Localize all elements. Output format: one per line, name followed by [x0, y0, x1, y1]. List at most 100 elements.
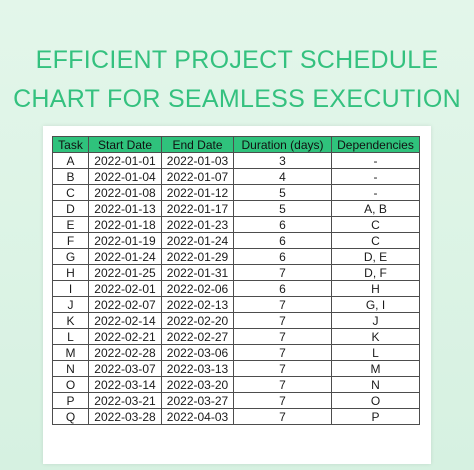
dependencies-cell: P: [331, 408, 420, 425]
start-date-cell: 2022-01-18: [88, 216, 162, 233]
duration-cell: 6: [233, 280, 332, 297]
end-date-cell: 2022-04-03: [161, 408, 234, 425]
header-end-date: End Date: [161, 136, 234, 153]
task-cell: F: [52, 232, 89, 249]
start-date-cell: 2022-01-13: [88, 200, 162, 217]
table-row: F 2022-01-19 2022-01-24 6 C: [52, 232, 420, 249]
start-date-cell: 2022-03-21: [88, 392, 162, 409]
end-date-cell: 2022-02-20: [161, 312, 234, 329]
dependencies-cell: -: [331, 168, 420, 185]
table-row: K 2022-02-14 2022-02-20 7 J: [52, 312, 420, 329]
dependencies-cell: A, B: [331, 200, 420, 217]
dependencies-cell: L: [331, 344, 420, 361]
dependencies-cell: M: [331, 360, 420, 377]
end-date-cell: 2022-03-20: [161, 376, 234, 393]
start-date-cell: 2022-03-07: [88, 360, 162, 377]
start-date-cell: 2022-02-28: [88, 344, 162, 361]
end-date-cell: 2022-02-27: [161, 328, 234, 345]
end-date-cell: 2022-01-07: [161, 168, 234, 185]
duration-cell: 7: [233, 328, 332, 345]
start-date-cell: 2022-01-08: [88, 184, 162, 201]
end-date-cell: 2022-01-17: [161, 200, 234, 217]
table-row: N 2022-03-07 2022-03-13 7 M: [52, 360, 420, 377]
table-header-row: Task Start Date End Date Duration (days)…: [52, 136, 420, 153]
start-date-cell: 2022-02-07: [88, 296, 162, 313]
table-row: B 2022-01-04 2022-01-07 4-: [52, 168, 420, 185]
header-duration: Duration (days): [233, 136, 332, 153]
start-date-cell: 2022-01-04: [88, 168, 162, 185]
start-date-cell: 2022-03-14: [88, 376, 162, 393]
start-date-cell: 2022-01-19: [88, 232, 162, 249]
table-row: P 2022-03-21 2022-03-27 7 O: [52, 392, 420, 409]
table-row: O 2022-03-14 2022-03-20 7 N: [52, 376, 420, 393]
task-cell: G: [52, 248, 89, 265]
duration-cell: 7: [233, 296, 332, 313]
end-date-cell: 2022-02-13: [161, 296, 234, 313]
table-row: A 2022-01-01 2022-01-03 3-: [52, 152, 420, 169]
duration-cell: 7: [233, 344, 332, 361]
table-row: J 2022-02-07 2022-02-13 7 G, I: [52, 296, 420, 313]
task-cell: M: [52, 344, 89, 361]
task-cell: A: [52, 152, 89, 169]
dependencies-cell: C: [331, 232, 420, 249]
duration-cell: 7: [233, 264, 332, 281]
end-date-cell: 2022-03-13: [161, 360, 234, 377]
dependencies-cell: -: [331, 184, 420, 201]
table-body: A 2022-01-01 2022-01-03 3- B 2022-01-04 2022-0…: [52, 152, 420, 425]
end-date-cell: 2022-03-27: [161, 392, 234, 409]
header-dependencies: Dependencies: [331, 136, 420, 153]
duration-cell: 6: [233, 248, 332, 265]
page-title-line-2: CHART FOR SEAMLESS EXECUTION: [13, 85, 461, 113]
table-row: C 2022-01-08 2022-01-12 5-: [52, 184, 420, 201]
start-date-cell: 2022-01-24: [88, 248, 162, 265]
dependencies-cell: K: [331, 328, 420, 345]
task-cell: I: [52, 280, 89, 297]
end-date-cell: 2022-01-29: [161, 248, 234, 265]
end-date-cell: 2022-01-23: [161, 216, 234, 233]
header-task: Task: [52, 136, 89, 153]
dependencies-cell: H: [331, 280, 420, 297]
dependencies-cell: O: [331, 392, 420, 409]
schedule-sheet: Task Start Date End Date Duration (days)…: [43, 126, 431, 464]
dependencies-cell: N: [331, 376, 420, 393]
duration-cell: 7: [233, 312, 332, 329]
duration-cell: 7: [233, 408, 332, 425]
task-cell: N: [52, 360, 89, 377]
table-row: M 2022-02-28 2022-03-06 7 L: [52, 344, 420, 361]
duration-cell: 6: [233, 216, 332, 233]
task-cell: J: [52, 296, 89, 313]
duration-cell: 5: [233, 200, 332, 217]
task-cell: E: [52, 216, 89, 233]
duration-cell: 3: [233, 152, 332, 169]
duration-cell: 5: [233, 184, 332, 201]
end-date-cell: 2022-02-06: [161, 280, 234, 297]
task-cell: B: [52, 168, 89, 185]
dependencies-cell: D, F: [331, 264, 420, 281]
page-title-line-1: EFFICIENT PROJECT SCHEDULE: [35, 46, 439, 74]
dependencies-cell: D, E: [331, 248, 420, 265]
task-cell: C: [52, 184, 89, 201]
table-row: H 2022-01-25 2022-01-31 7 D, F: [52, 264, 420, 281]
schedule-table: Task Start Date End Date Duration (days)…: [52, 136, 420, 425]
header-start-date: Start Date: [88, 136, 162, 153]
table-row: G 2022-01-24 2022-01-29 6 D, E: [52, 248, 420, 265]
task-cell: Q: [52, 408, 89, 425]
duration-cell: 7: [233, 376, 332, 393]
end-date-cell: 2022-01-31: [161, 264, 234, 281]
dependencies-cell: J: [331, 312, 420, 329]
dependencies-cell: -: [331, 152, 420, 169]
duration-cell: 7: [233, 392, 332, 409]
start-date-cell: 2022-02-21: [88, 328, 162, 345]
task-cell: H: [52, 264, 89, 281]
start-date-cell: 2022-01-25: [88, 264, 162, 281]
start-date-cell: 2022-01-01: [88, 152, 162, 169]
table-row: E 2022-01-18 2022-01-23 6 C: [52, 216, 420, 233]
table-row: L 2022-02-21 2022-02-27 7 K: [52, 328, 420, 345]
task-cell: D: [52, 200, 89, 217]
end-date-cell: 2022-03-06: [161, 344, 234, 361]
table-row: Q 2022-03-28 2022-04-03 7 P: [52, 408, 420, 425]
duration-cell: 7: [233, 360, 332, 377]
start-date-cell: 2022-02-14: [88, 312, 162, 329]
end-date-cell: 2022-01-03: [161, 152, 234, 169]
duration-cell: 6: [233, 232, 332, 249]
